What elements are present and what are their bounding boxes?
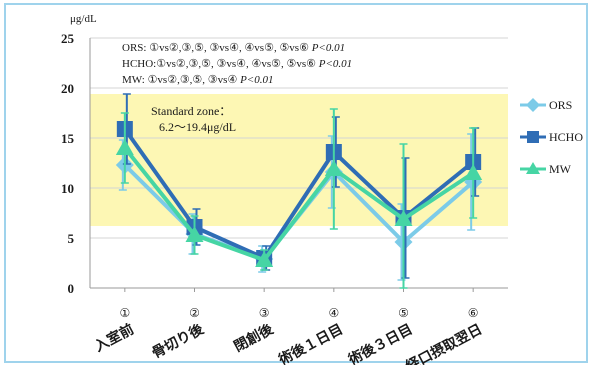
note-mw-p: P<0.01: [239, 74, 273, 86]
category-label: 術後１日目: [275, 321, 346, 365]
note-mw-name: MW: [122, 74, 143, 86]
legend-marker: [526, 98, 540, 112]
note-ors-p: P<0.01: [311, 42, 345, 54]
category-label: 入室前: [92, 321, 137, 356]
legend-item-ors: ORS: [520, 98, 572, 112]
series-line: [123, 146, 475, 262]
legend-item-hcho: HCHO: [520, 130, 583, 144]
legend-label: MW: [549, 162, 572, 176]
note-mw: MW: ①vs②,③,⑤, ③vs④ P<0.01: [122, 74, 273, 86]
category-number: ③: [259, 306, 270, 320]
y-tick-label: 20: [61, 81, 74, 96]
chart-frame: 0 5 10 15 20 25 μg/dL ① 入室前 ② 骨切り後 ③ 閉創後 ④ 術後１日目 ⑤ 術後３…: [4, 3, 588, 365]
series-line: [123, 127, 475, 260]
category-label: 術後３日目: [345, 321, 416, 365]
y-tick-label: 15: [61, 131, 75, 146]
legend-item-mw: MW: [520, 162, 572, 176]
standard-zone-label-line1: Standard zone：: [151, 104, 231, 118]
note-ors-name: ORS: [122, 42, 143, 54]
data-point-triangle: [255, 251, 274, 267]
note-hcho-p: P<0.01: [318, 58, 352, 70]
category-number: ⑥: [468, 306, 479, 320]
standard-zone-label-line2: 6.2〜19.4μg/dL: [159, 120, 236, 134]
category-number: ②: [189, 306, 200, 320]
y-tick-label: 10: [61, 181, 74, 196]
note-mw-text: : ①vs②,③,⑤, ③vs④: [142, 74, 240, 86]
y-tick-label: 5: [68, 231, 75, 246]
data-point-triangle: [464, 164, 483, 180]
legend-marker: [526, 162, 540, 174]
category-number: ⑤: [398, 306, 409, 320]
legend: ORS HCHO MW: [520, 98, 583, 176]
category-label: 閉創後: [231, 320, 277, 355]
note-hcho: HCHO:①vs②,③,⑤, ③vs④, ④vs⑤, ⑤vs⑥ P<0.01: [122, 58, 352, 70]
data-point-triangle: [115, 139, 134, 155]
significance-notes: ORS: ①vs②,③,⑤, ③vs④, ④vs⑤, ⑤vs⑥ P<0.01 H…: [122, 42, 352, 86]
standard-zone-label: Standard zone： 6.2〜19.4μg/dL: [151, 104, 236, 134]
series-mw: [115, 108, 483, 289]
series-group: [115, 93, 483, 289]
category-number: ①: [119, 306, 130, 320]
note-ors: ORS: ①vs②,③,⑤, ③vs④, ④vs⑤, ⑤vs⑥ P<0.01: [122, 42, 345, 54]
category-number: ④: [328, 306, 339, 320]
category-label: 経口摂取翌日: [403, 321, 485, 365]
data-point-triangle: [185, 226, 204, 242]
y-tick-label: 25: [61, 31, 75, 46]
data-point-triangle: [324, 160, 343, 176]
note-hcho-text: :①vs②,③,⑤, ③vs④, ④vs⑤, ⑤vs⑥: [153, 58, 319, 70]
category-label: 骨切り後: [149, 320, 207, 362]
legend-marker: [527, 131, 539, 143]
y-unit-label: μg/dL: [70, 13, 97, 25]
legend-label: HCHO: [549, 130, 583, 144]
data-point-triangle: [394, 210, 413, 226]
y-axis: 0 5 10 15 20 25: [61, 31, 91, 296]
legend-label: ORS: [549, 98, 572, 112]
note-hcho-name: HCHO: [122, 58, 153, 70]
note-ors-text: : ①vs②,③,⑤, ③vs④, ④vs⑤, ⑤vs⑥: [143, 42, 311, 54]
y-tick-label: 0: [68, 281, 75, 296]
